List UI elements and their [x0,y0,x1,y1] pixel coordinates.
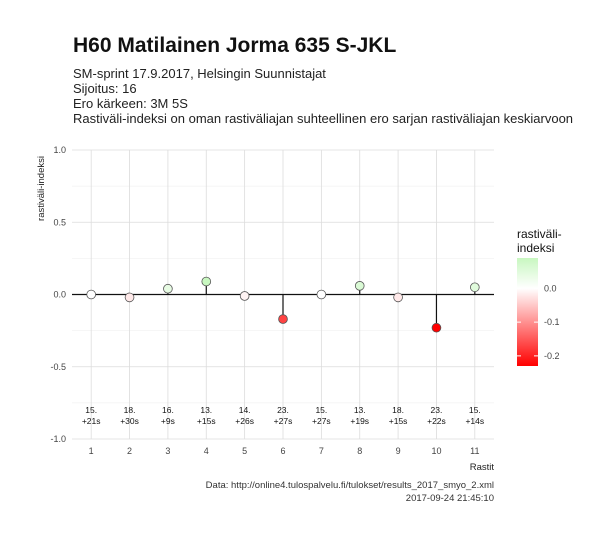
caption-timestamp: 2017-09-24 21:45:10 [405,493,494,504]
y-tick-label: 1.0 [53,145,66,155]
legend-colorbar [517,258,538,366]
data-point [316,289,327,300]
x-tick-label: 9 [396,446,401,456]
y-tick-label: -0.5 [50,362,66,372]
annotation-gap: +9s [161,416,175,426]
subtitle-rank: Sijoitus: 16 [73,81,137,96]
y-tick-label: 0.5 [53,217,66,227]
data-point [393,292,403,303]
data-point [470,282,480,293]
legend-tick-label: -0.2 [544,351,560,361]
annotation-rank: 15. [315,405,327,415]
annotation-rank: 18. [124,405,136,415]
data-point [354,281,365,291]
y-tick-label: 0.0 [53,290,66,300]
subtitle-description: Rastiväli-indeksi on oman rastiväliajan … [73,111,574,126]
annotation-rank: 13. [200,405,212,415]
x-tick-label: 3 [165,446,170,456]
legend-title-line-2: indeksi [517,241,554,255]
subtitle-event: SM-sprint 17.9.2017, Helsingin Suunnista… [73,66,326,81]
x-tick-label: 4 [204,446,209,456]
data-point [239,291,250,301]
annotation-gap: +30s [120,416,139,426]
data-point [124,292,135,303]
x-tick-label: 8 [357,446,362,456]
annotation-rank: 23. [431,405,443,415]
annotation-gap: +15s [197,416,216,426]
annotation-rank: 15. [469,405,481,415]
annotation-gap: +21s [82,416,101,426]
annotation-gap: +26s [235,416,254,426]
legend-title-line-1: rastiväli- [517,227,562,241]
legend-tick-label: 0.0 [544,283,557,293]
x-tick-label: 7 [319,446,324,456]
y-axis-label: rastiväli-indeksi [36,156,47,221]
data-point [86,289,96,300]
x-tick-label: 5 [242,446,247,456]
data-point [431,322,442,333]
x-tick-label: 6 [280,446,285,456]
caption-source: Data: http://online4.tulospalvelu.fi/tul… [205,480,494,491]
y-tick-label: -1.0 [50,434,66,444]
data-point [163,283,173,294]
annotation-rank: 18. [392,405,404,415]
annotation-gap: +14s [465,416,484,426]
annotation-gap: +27s [274,416,293,426]
x-tick-label: 10 [431,446,441,456]
x-tick-label: 11 [470,446,479,456]
annotation-rank: 23. [277,405,289,415]
annotation-gap: +27s [312,416,331,426]
subtitle-gap: Ero kärkeen: 3M 5S [73,96,188,111]
annotation-rank: 13. [354,405,366,415]
chart-title: H60 Matilainen Jorma 635 S-JKL [73,34,397,57]
x-axis-label: Rastit [470,462,495,473]
annotation-gap: +19s [350,416,369,426]
annotation-gap: +22s [427,416,446,426]
legend-tick-label: -0.1 [544,317,560,327]
annotation-rank: 15. [85,405,97,415]
x-tick-label: 2 [127,446,132,456]
x-tick-label: 1 [89,446,94,456]
data-point [278,314,288,324]
annotation-gap: +15s [389,416,408,426]
annotation-rank: 16. [162,405,174,415]
data-point [201,276,212,287]
annotation-rank: 14. [239,405,251,415]
